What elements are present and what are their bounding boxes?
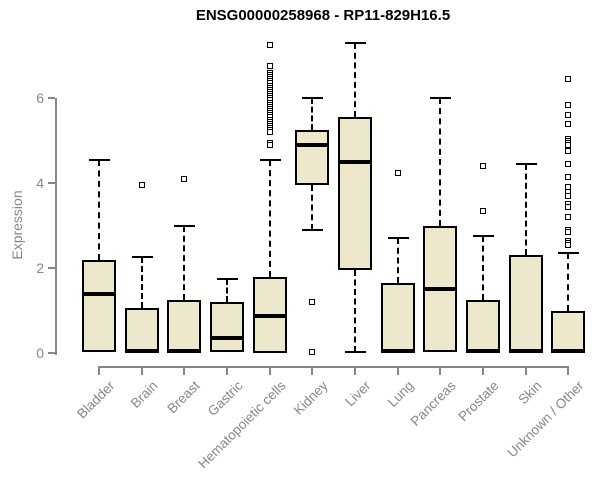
outlier-point: [565, 203, 572, 210]
y-axis-tick: [48, 182, 55, 185]
chart-title: ENSG00000258968 - RP11-829H16.5: [195, 7, 451, 24]
outlier-point: [309, 348, 316, 355]
box-iqr: [380, 282, 415, 353]
x-axis-tick: [225, 368, 228, 375]
upper-whisker-cap: [387, 237, 409, 240]
x-axis-tick: [439, 368, 442, 375]
upper-whisker: [524, 164, 527, 256]
x-axis-tick: [140, 368, 143, 375]
upper-whisker: [225, 278, 228, 303]
median-line: [551, 348, 586, 353]
upper-whisker-cap: [558, 252, 580, 255]
median-line: [209, 335, 244, 340]
lower-whisker: [353, 270, 356, 353]
outlier-point: [181, 175, 188, 182]
outlier-point: [266, 141, 273, 148]
box-iqr: [337, 117, 372, 271]
box-iqr: [124, 308, 159, 353]
upper-whisker-cap: [89, 158, 110, 161]
x-axis-tick: [268, 368, 271, 375]
median-line: [167, 348, 202, 353]
upper-whisker: [268, 159, 271, 277]
y-axis-tick-label: 6: [36, 90, 44, 107]
upper-whisker: [439, 98, 442, 226]
outlier-point: [565, 161, 572, 168]
upper-whisker: [353, 43, 356, 118]
box-iqr: [465, 299, 500, 353]
y-axis-tick: [48, 267, 55, 270]
box-iqr: [209, 302, 244, 353]
outlier-point: [565, 192, 572, 199]
upper-whisker-cap: [515, 163, 537, 166]
x-axis-tick: [183, 368, 186, 375]
box-iqr: [82, 259, 116, 353]
x-axis-tick: [98, 368, 100, 375]
outlier-point: [394, 169, 401, 176]
x-axis-tick: [353, 368, 356, 375]
box-iqr: [295, 130, 330, 186]
outlier-point: [479, 163, 486, 170]
upper-whisker: [567, 253, 570, 311]
x-axis-tick: [481, 368, 484, 375]
upper-whisker: [140, 257, 143, 309]
outlier-point: [565, 214, 572, 221]
median-line: [465, 348, 500, 353]
outlier-point: [565, 241, 572, 248]
outlier-point: [565, 101, 572, 108]
upper-whisker-cap: [259, 158, 281, 161]
median-line: [124, 348, 159, 353]
x-axis-tick: [311, 368, 314, 375]
outlier-point: [266, 63, 273, 70]
median-line: [295, 142, 330, 147]
outlier-point: [565, 148, 572, 155]
upper-whisker-cap: [344, 42, 366, 45]
outlier-point: [565, 173, 572, 180]
y-axis-tick: [48, 97, 55, 100]
upper-whisker-cap: [174, 224, 196, 227]
box-iqr: [167, 299, 202, 353]
upper-whisker-cap: [131, 256, 153, 259]
outlier-point: [266, 129, 273, 136]
outlier-point: [565, 229, 572, 236]
upper-whisker: [396, 238, 399, 283]
outlier-point: [565, 120, 572, 127]
upper-whisker: [183, 225, 186, 300]
median-line: [380, 348, 415, 353]
upper-whisker-cap: [472, 235, 494, 238]
outlier-point: [479, 207, 486, 214]
x-axis-line: [98, 366, 570, 368]
y-axis-tick-label: 0: [36, 345, 44, 361]
outlier-point: [565, 112, 572, 119]
y-axis-tick-label: 2: [36, 260, 44, 277]
upper-whisker: [98, 159, 100, 260]
box-iqr: [508, 255, 543, 353]
median-line: [337, 159, 372, 164]
y-axis-tick-label: 4: [36, 175, 44, 192]
outlier-point: [565, 141, 572, 148]
upper-whisker: [311, 98, 314, 131]
x-axis-tick: [396, 368, 399, 375]
x-axis-tick: [567, 368, 570, 375]
median-line: [82, 291, 116, 296]
lower-whisker-cap: [344, 351, 366, 354]
outlier-point: [565, 76, 572, 83]
median-line: [423, 287, 458, 292]
upper-whisker: [481, 236, 484, 300]
box-iqr: [551, 310, 586, 353]
outlier-point: [138, 182, 145, 189]
median-line: [508, 348, 543, 353]
upper-whisker-cap: [216, 277, 238, 280]
upper-whisker-cap: [302, 97, 324, 100]
x-axis-tick: [524, 368, 527, 375]
median-line: [252, 314, 287, 319]
y-axis-tick: [48, 352, 55, 354]
upper-whisker-cap: [430, 97, 452, 100]
outlier-point: [266, 42, 273, 49]
lower-whisker: [311, 185, 314, 230]
y-axis-line: [55, 98, 57, 355]
outlier-point: [309, 299, 316, 306]
lower-whisker-cap: [302, 228, 324, 231]
